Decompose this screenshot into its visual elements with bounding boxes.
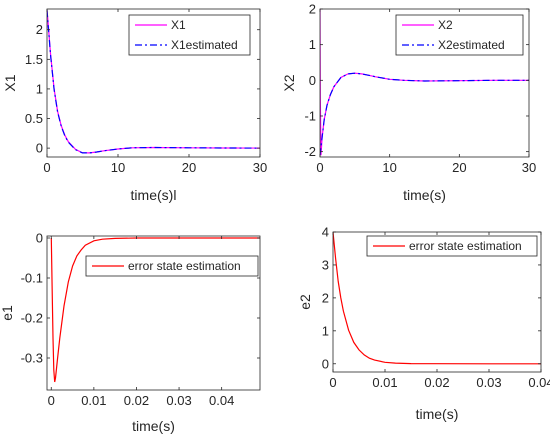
- legend-box: [128, 14, 251, 56]
- y-axis-label: e1: [0, 305, 15, 321]
- x-tick-label: 30: [522, 160, 536, 175]
- y-tick-label: 0: [36, 141, 43, 156]
- y-tick-label: 0: [322, 356, 329, 371]
- series-line-e1-1: [50, 237, 260, 383]
- y-tick-label: 1.5: [25, 52, 43, 67]
- x-axis-label: time(s)l: [131, 187, 177, 203]
- legend-label: X1estimated: [171, 38, 238, 52]
- y-tick-label: 1: [36, 81, 43, 96]
- axes-box: [46, 8, 261, 158]
- y-axis-label: e2: [297, 294, 313, 310]
- legend-label: X2: [438, 18, 453, 32]
- x-tick-label: 0.01: [81, 393, 106, 408]
- axes-box: [46, 235, 261, 391]
- series-line-x2-2: [320, 72, 529, 156]
- x-tick-label: 0: [329, 375, 336, 390]
- y-axis-label: X1: [2, 74, 18, 91]
- x-tick-label: 10: [382, 160, 396, 175]
- legend-box: [85, 255, 259, 277]
- legend: X2 X2estimated: [395, 14, 524, 56]
- x-tick-label: 10: [111, 160, 125, 175]
- series-line-e2-1: [333, 232, 541, 365]
- x-tick-label: 0.02: [424, 375, 449, 390]
- legend: X1 X1estimated: [128, 14, 251, 56]
- x-tick-label: 0.01: [372, 375, 397, 390]
- y-tick-label: 2: [322, 290, 329, 305]
- legend: error state estimation: [366, 235, 538, 257]
- y-tick-label: -0.2: [21, 311, 43, 326]
- x-tick-label: 0.03: [166, 393, 191, 408]
- y-tick-label: -0.1: [21, 271, 43, 286]
- y-tick-label: 3: [322, 257, 329, 272]
- y-axis-label: X2: [281, 74, 297, 91]
- x-tick-label: 20: [452, 160, 466, 175]
- x-tick-label: 0.02: [124, 393, 149, 408]
- series-line-x1-2: [47, 10, 260, 154]
- chart-e2: 0 0.01 0.02 0.03 0.04 0 1 2 3 4 time(s) e2 error sta…: [297, 225, 550, 423]
- y-tick-label: 1: [309, 37, 316, 52]
- x-tick-label: 0: [43, 160, 50, 175]
- y-tick-label: 1: [322, 323, 329, 338]
- y-tick-label: -1: [304, 108, 316, 123]
- y-tick-label: -2: [304, 144, 316, 159]
- legend-label: error state estimation: [128, 259, 241, 273]
- y-tick-label: 0.5: [25, 111, 43, 126]
- y-tick-label: 2: [36, 22, 43, 37]
- chart-x1: 0 10 20 30 0 0.5 1 1.5 2 time(s)l X1 X1 X1estimated: [2, 8, 267, 203]
- x-tick-label: 0: [48, 393, 55, 408]
- x-tick-label: 30: [253, 160, 267, 175]
- x-axis-label: time(s): [416, 406, 459, 422]
- x-axis-label: time(s): [403, 187, 446, 203]
- y-tick-label: 4: [322, 225, 329, 240]
- x-tick-label: 0.04: [528, 375, 550, 390]
- x-tick-label: 0.03: [476, 375, 501, 390]
- y-tick-label: 0: [36, 231, 43, 246]
- y-tick-label: 2: [309, 2, 316, 17]
- legend-box: [395, 14, 524, 56]
- x-tick-label: 20: [182, 160, 196, 175]
- chart-x2: 0 10 20 30 -2 -1 0 1 2 time(s) X2 X2 X2estimated: [281, 2, 536, 204]
- legend-box: [366, 235, 538, 257]
- chart-e1: 0 0.01 0.02 0.03 0.04 -0.3 -0.2 -0.1 0 time(s) e1 e…: [0, 231, 261, 434]
- x-axis-label: time(s): [132, 418, 175, 434]
- legend: error state estimation: [85, 255, 259, 277]
- y-tick-label: -0.3: [21, 351, 43, 366]
- legend-label: X1: [171, 18, 186, 32]
- legend-label: error state estimation: [409, 239, 522, 253]
- x-tick-label: 0: [316, 160, 323, 175]
- x-tick-label: 0.04: [209, 393, 234, 408]
- axes-box: [319, 8, 530, 158]
- y-tick-label: 0: [309, 73, 316, 88]
- legend-label: X2estimated: [438, 38, 505, 52]
